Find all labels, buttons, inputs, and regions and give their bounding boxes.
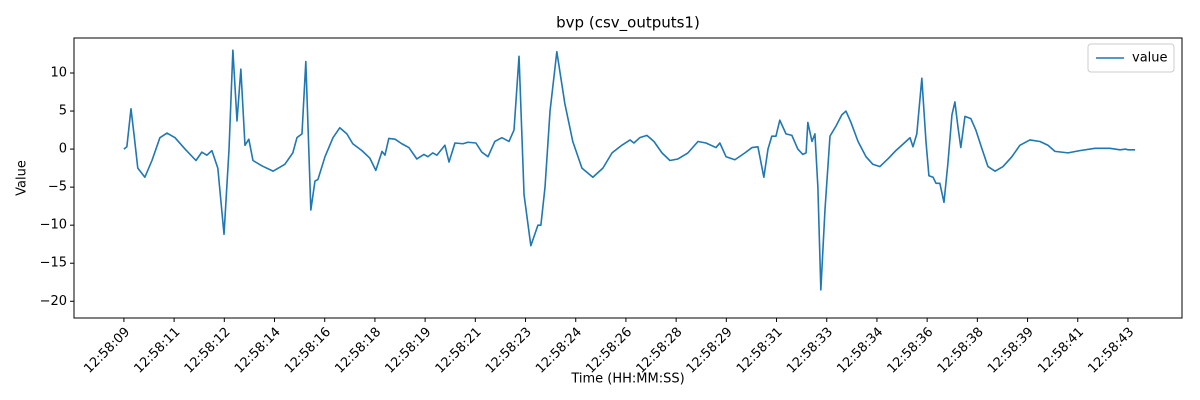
plot-frame (73, 37, 1183, 319)
y-tick-label: 5 (59, 104, 67, 119)
y-axis-label: Value (15, 160, 30, 196)
y-tick-label: −5 (48, 180, 67, 195)
y-tick-label: −20 (40, 294, 67, 309)
y-tick-label: 10 (50, 66, 67, 81)
y-tick-label: 0 (59, 142, 67, 157)
line-series (123, 49, 1136, 291)
legend-box (1087, 43, 1175, 73)
y-tick-label: −10 (40, 218, 67, 233)
x-axis-label: Time (HH:MM:SS) (570, 372, 684, 387)
chart-title: bvp (csv_outputs1) (556, 14, 700, 33)
legend-label: value (1132, 51, 1168, 66)
y-tick-label: −15 (40, 256, 67, 271)
